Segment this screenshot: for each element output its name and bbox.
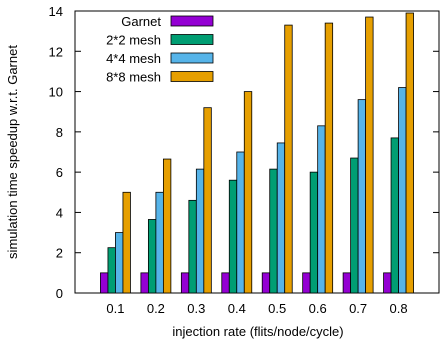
bar-4-4-mesh-0.8 [398,87,407,294]
bar-4-4-mesh-0.5 [276,142,286,294]
y-tick-label: 4 [56,205,63,220]
plot-frame [74,10,440,294]
legend-label: 8*8 mesh [106,70,161,85]
bar-2-2-mesh-0.2 [147,219,157,294]
y-tick-label: 6 [56,165,63,180]
x-tick-label: 0.4 [228,301,246,316]
bar-garnet-0.5 [261,272,271,294]
bar-garnet-0.7 [342,272,352,294]
bar-2-2-mesh-0.1 [107,247,116,294]
legend-swatch [170,15,214,27]
bar-garnet-0.1 [100,272,109,294]
bar-8-8-mesh-0.7 [365,16,374,294]
y-tick-label: 12 [49,44,63,59]
bar-8-8-mesh-0.1 [122,191,131,294]
legend-swatch [170,34,214,45]
bar-garnet-0.8 [383,272,392,294]
legend: Garnet 2*2 mesh 4*4 mesh 8*8 mesh [106,14,214,85]
legend-label: Garnet [121,14,161,29]
bar-4-4-mesh-0.2 [155,191,164,294]
x-tick-label: 0.3 [187,301,205,316]
bar-garnet-0.3 [180,272,190,294]
bar-4-4-mesh-0.1 [115,232,124,294]
x-tick-label: 0.2 [147,301,165,316]
x-tick-label: 0.5 [268,301,286,316]
bar-2-2-mesh-0.5 [269,168,278,294]
x-tick-label: 0.7 [349,301,367,316]
x-tick-label: 0.8 [390,301,408,316]
x-axis-ticks: 0.1 0.2 0.3 0.4 0.5 0.6 0.7 0.8 [106,287,408,316]
bar-2-2-mesh-0.7 [350,157,359,294]
y-axis-ticks: 0 2 4 6 8 10 12 14 [49,4,439,301]
y-tick-label: 10 [49,85,63,100]
bar-garnet-0.2 [140,272,149,294]
legend-swatch [170,71,214,82]
bar-8-8-mesh-0.3 [203,107,212,294]
x-axis-label: injection rate (flits/node/cycle) [172,324,343,339]
bar-8-8-mesh-0.5 [284,24,293,294]
bar-2-2-mesh-0.8 [390,137,399,294]
bar-2-2-mesh-0.6 [309,171,319,294]
y-tick-label: 8 [56,125,63,140]
bar-8-8-mesh-0.8 [405,12,414,294]
bar-2-2-mesh-0.4 [228,179,238,294]
bar-garnet-0.6 [302,272,311,294]
bar-4-4-mesh-0.7 [357,99,367,294]
y-tick-label: 2 [56,246,63,261]
legend-swatch [170,52,214,64]
bar-4-4-mesh-0.6 [317,125,326,294]
y-tick-label: 14 [49,4,63,19]
y-axis-label: simulation time speedup w.r.t. Garnet [5,45,20,259]
bar-garnet-0.4 [221,272,230,294]
bar-8-8-mesh-0.6 [324,22,334,294]
bar-8-8-mesh-0.4 [243,91,253,294]
bar-series [100,12,414,294]
bar-4-4-mesh-0.3 [195,168,205,294]
x-tick-label: 0.6 [309,301,327,316]
y-tick-label: 0 [56,286,63,301]
x-tick-label: 0.1 [106,301,124,316]
legend-label: 2*2 mesh [106,33,161,48]
legend-label: 4*4 mesh [106,51,161,66]
bar-2-2-mesh-0.3 [188,199,197,294]
bar-8-8-mesh-0.2 [162,158,172,294]
bar-4-4-mesh-0.4 [236,151,245,294]
